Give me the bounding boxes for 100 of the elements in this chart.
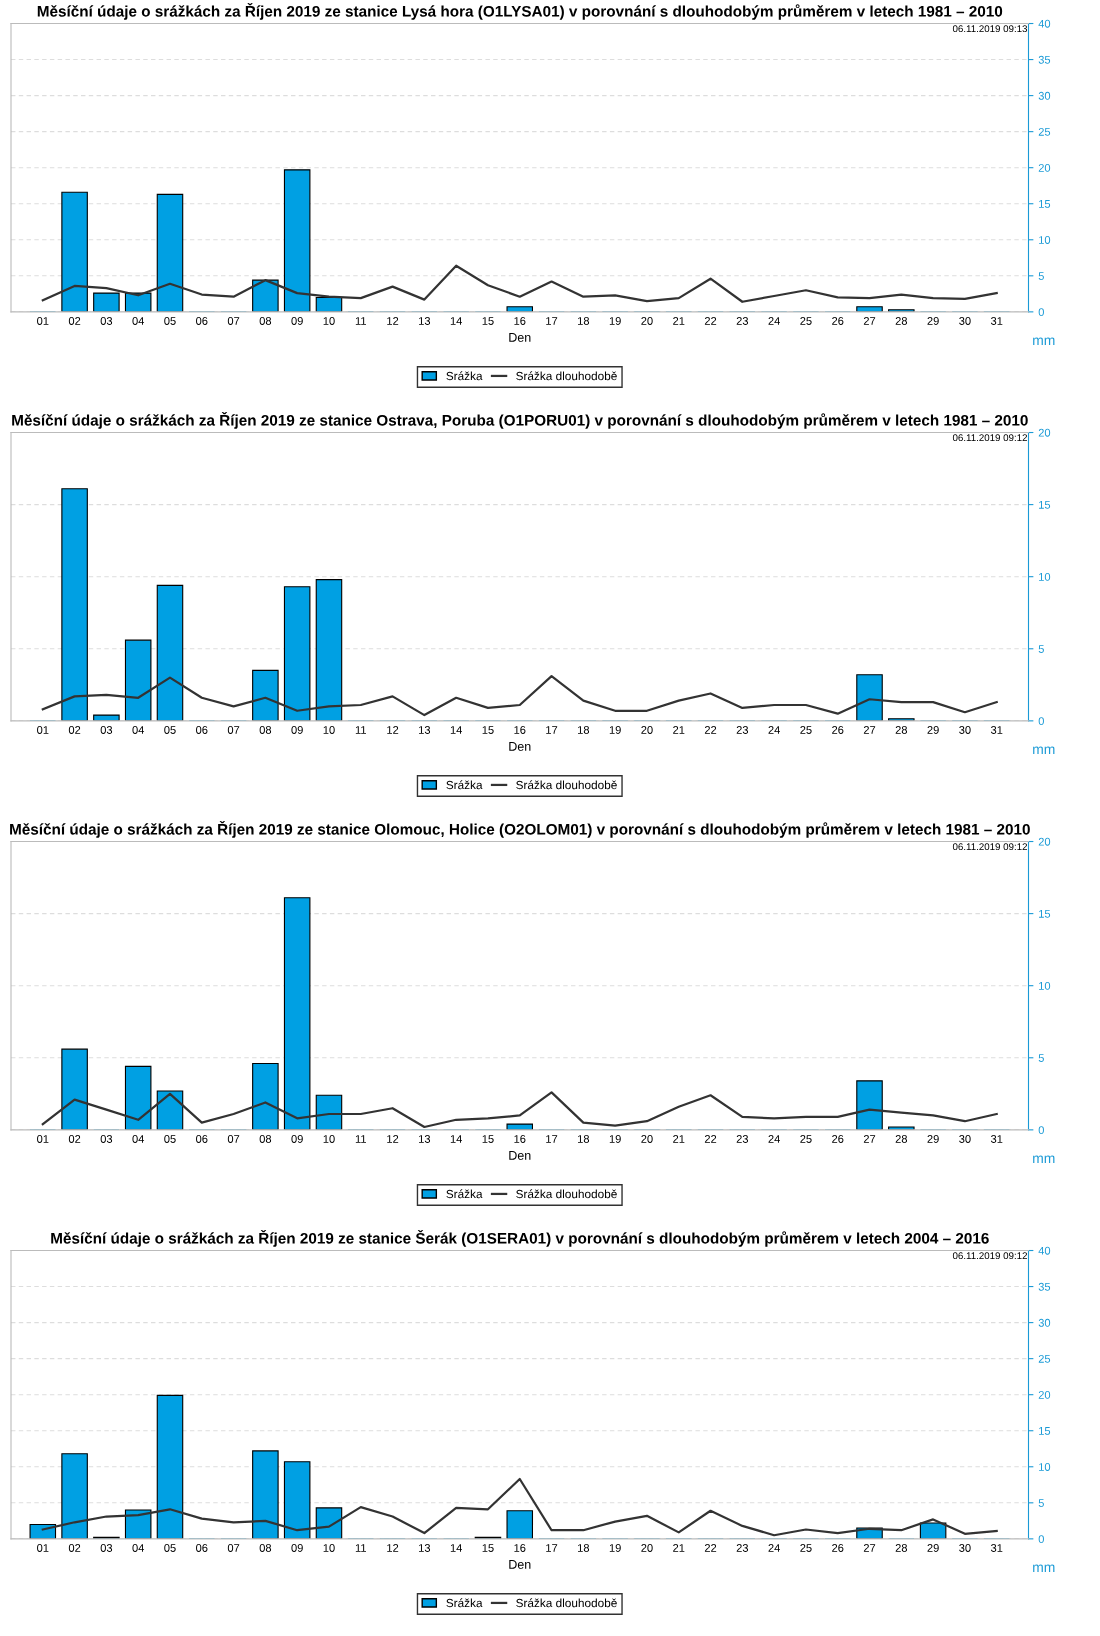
y-tick-label: 35: [1038, 1282, 1051, 1291]
x-tick-label: 24: [768, 726, 780, 734]
x-tick-label: 27: [863, 1135, 876, 1143]
x-tick-label: 31: [990, 1544, 1003, 1552]
x-tick-label: 28: [895, 1544, 908, 1552]
x-axis-title: Den: [509, 333, 531, 342]
x-tick-label: 03: [100, 726, 113, 734]
x-tick-label: 11: [355, 726, 366, 734]
x-tick-label: 04: [132, 317, 145, 325]
x-tick-label: 22: [704, 1544, 717, 1552]
x-tick-label: 30: [959, 1544, 971, 1552]
x-tick-label: 06: [196, 1135, 208, 1143]
x-tick-label: 13: [419, 1544, 431, 1552]
x-tick-label: 03: [100, 1544, 113, 1552]
x-tick-label: 19: [609, 726, 621, 734]
x-tick-label: 16: [514, 317, 526, 325]
legend-label: Srážka: [446, 371, 483, 381]
x-tick-label: 17: [546, 726, 558, 734]
chart-title: Měsíční údaje o srážkách za Říjen 2019 ze stanice Lysá hora (O1LYSA01) v porovnání s dlouhodobým průměrem v letech 1981 – 2010: [37, 2, 1003, 20]
x-tick-label: 22: [704, 317, 717, 325]
x-tick-label: 31: [990, 726, 1003, 734]
x-tick-label: 04: [132, 1544, 145, 1552]
x-tick-label: 22: [704, 726, 717, 734]
x-tick-label: 07: [227, 726, 240, 734]
y-tick-label: 20: [1038, 1390, 1051, 1399]
x-tick-label: 19: [609, 317, 621, 325]
x-tick-label: 28: [895, 317, 908, 325]
y-tick-label: 30: [1038, 91, 1051, 100]
x-tick-label: 04: [132, 1135, 145, 1143]
y-tick-label: 25: [1038, 1354, 1051, 1363]
x-tick-label: 16: [514, 726, 526, 734]
x-tick-label: 18: [578, 317, 590, 325]
x-tick-label: 02: [68, 317, 81, 325]
x-tick-label: 26: [832, 317, 844, 325]
x-tick-label: 11: [355, 1135, 366, 1143]
x-tick-label: 13: [419, 726, 431, 734]
x-tick-label: 07: [227, 1544, 240, 1552]
x-tick-label: 14: [450, 1544, 463, 1552]
y-tick-label: 15: [1039, 500, 1051, 509]
x-tick-label: 23: [736, 1544, 749, 1552]
x-tick-label: 20: [641, 1135, 653, 1143]
y-tick-label: 10: [1039, 981, 1051, 990]
chart-title: Měsíční údaje o srážkách za Říjen 2019 ze stanice Ostrava, Poruba (O1PORU01) v porovnání s dlouhodobým průměrem v letech 1981 – 2010: [12, 411, 1028, 429]
y-tick-label: 5: [1038, 645, 1044, 653]
x-tick-label: 09: [291, 1544, 303, 1552]
x-tick-label: 23: [736, 1135, 749, 1143]
y-tick-label: 10: [1039, 1463, 1051, 1471]
x-tick-label: 12: [387, 1135, 399, 1143]
legend-label: Srážka dlouhodobě: [516, 1598, 617, 1608]
x-tick-label: 20: [641, 317, 653, 325]
annotation: 06.11.2019 09:13: [952, 25, 1028, 33]
y-tick-label: 15: [1039, 909, 1051, 918]
x-tick-label: 08: [259, 317, 272, 325]
x-tick-label: 15: [482, 1135, 494, 1143]
x-tick-label: 18: [578, 1544, 590, 1552]
x-tick-label: 31: [990, 1135, 1003, 1143]
x-tick-label: 25: [800, 317, 812, 325]
x-tick-label: 17: [546, 317, 558, 325]
x-tick-label: 06: [196, 726, 208, 734]
x-tick-label: 23: [736, 317, 749, 325]
x-tick-label: 30: [959, 726, 971, 734]
x-tick-label: 19: [609, 1544, 621, 1552]
y-tick-label: 0: [1038, 1126, 1044, 1134]
x-tick-label: 05: [164, 1135, 176, 1143]
y-tick-label: 35: [1038, 55, 1051, 64]
x-tick-label: 02: [68, 1544, 81, 1552]
x-tick-label: 09: [291, 1135, 303, 1143]
y-tick-label: 25: [1038, 127, 1051, 136]
y-tick-label: 15: [1039, 1427, 1051, 1435]
y-tick-label: 20: [1038, 428, 1051, 437]
y-tick-label: 10: [1039, 236, 1051, 244]
y-axis-title: mm: [1033, 1564, 1055, 1572]
x-tick-label: 02: [68, 726, 81, 734]
x-tick-label: 15: [482, 1544, 494, 1552]
x-tick-label: 30: [959, 1135, 971, 1143]
legend-label: Srážka: [446, 1189, 483, 1199]
x-tick-label: 14: [450, 726, 463, 734]
x-tick-label: 05: [164, 1544, 176, 1552]
x-tick-label: 22: [704, 1135, 717, 1143]
x-tick-label: 13: [419, 1135, 431, 1143]
x-axis-title: Den: [509, 742, 531, 751]
y-tick-label: 0: [1038, 308, 1044, 316]
annotation: 06.11.2019 09:12: [952, 843, 1027, 851]
x-tick-label: 26: [832, 1135, 844, 1143]
y-tick-label: 30: [1038, 1318, 1051, 1327]
x-tick-label: 23: [736, 726, 749, 734]
x-tick-label: 26: [832, 1544, 844, 1552]
x-tick-label: 12: [387, 726, 399, 734]
y-axis-title: mm: [1033, 746, 1055, 754]
x-tick-label: 18: [578, 1135, 590, 1143]
x-tick-label: 07: [227, 1135, 240, 1143]
x-tick-label: 16: [514, 1135, 526, 1143]
x-tick-label: 17: [546, 1135, 558, 1143]
x-tick-label: 10: [323, 317, 335, 325]
x-tick-label: 27: [863, 726, 876, 734]
x-tick-label: 08: [259, 1135, 272, 1143]
y-tick-label: 20: [1038, 163, 1051, 172]
y-tick-label: 0: [1038, 717, 1044, 725]
x-tick-label: 05: [164, 317, 176, 325]
x-tick-label: 11: [355, 1544, 366, 1552]
